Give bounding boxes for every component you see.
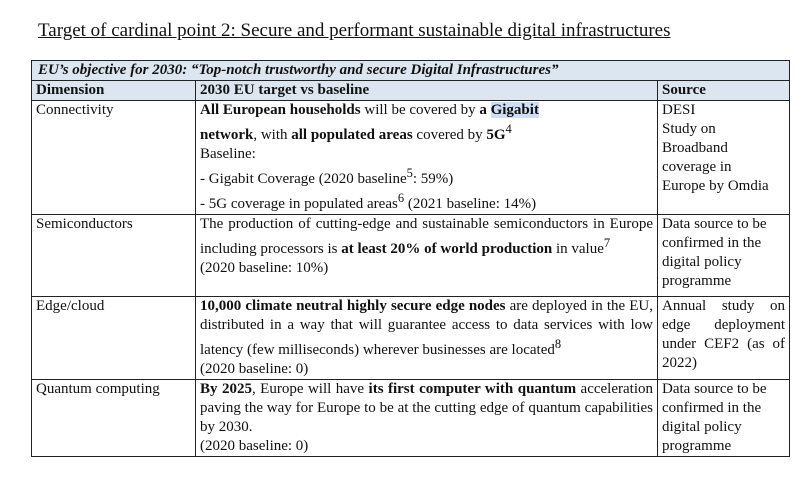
source-line: coverage in [662, 159, 732, 175]
baseline-line: : 59%) [412, 171, 454, 187]
dimension-cell: Semiconductors [31, 214, 196, 297]
footnote-ref: 7 [603, 236, 611, 250]
baseline-label: Baseline: [200, 146, 256, 162]
targets-table: EU’s objective for 2030: “Top-notch trus… [30, 60, 791, 457]
objective-heading: EU’s objective for 2030: “Top-notch trus… [30, 60, 791, 81]
source-line: programme [662, 438, 732, 454]
target-text: The production of cutting-edge and susta… [200, 216, 653, 257]
footnote-ref: 6 [397, 191, 405, 205]
target-text: , Europe will have [251, 381, 369, 397]
baseline-line: (2020 baseline: 0) [200, 438, 309, 454]
baseline-line: - Gigabit Coverage (2020 baseline [200, 171, 407, 187]
target-cell: The production of cutting-edge and susta… [195, 214, 658, 297]
table-row: Semiconductors The production of cutting… [31, 214, 791, 297]
target-bold: network [200, 127, 254, 143]
target-cell: By 2025, Europe will have its first comp… [195, 379, 658, 457]
baseline-line: - 5G coverage in populated areas [200, 196, 398, 212]
target-text: will be covered by [360, 102, 480, 118]
source-line: Data source to be [662, 216, 767, 232]
footnote-ref: 8 [554, 337, 562, 351]
target-bold: By 2025 [200, 381, 252, 397]
source-line: Study on [662, 121, 716, 137]
source-line: confirmed in the [662, 235, 762, 251]
table-row: Connectivity All European households wil… [31, 100, 791, 215]
source-cell: DESI Study on Broadband coverage in Euro… [656, 100, 791, 215]
header-source: Source [656, 80, 791, 101]
target-bold: a [479, 102, 491, 118]
target-bold: at least 20% of world production [341, 241, 553, 257]
table-row: Quantum computing By 2025, Europe will h… [31, 379, 791, 457]
dimension-cell: Edge/cloud [31, 296, 196, 380]
source-line: digital policy [662, 254, 742, 270]
source-cell: Data source to be confirmed in the digit… [656, 214, 791, 297]
target-text: in value [552, 241, 604, 257]
target-text: acceleration paving the way for Europe t… [200, 381, 653, 435]
target-cell: All European households will be covered … [195, 100, 658, 215]
target-bold: its first computer with quantum [368, 381, 577, 397]
dimension-cell: Quantum computing [31, 379, 196, 457]
target-text: covered by [412, 127, 487, 143]
source-cell: Annual study on edge deployment under CE… [656, 296, 791, 380]
target-bold: All European households [200, 102, 361, 118]
target-bold: 10,000 climate neutral highly secure edg… [200, 298, 506, 314]
target-bold: 5G [486, 127, 506, 143]
footnote-ref: 4 [505, 122, 512, 136]
source-cell: Data source to be confirmed in the digit… [656, 379, 791, 457]
baseline-line: (2020 baseline: 0) [200, 361, 309, 377]
dimension-cell: Connectivity [31, 100, 196, 215]
target-text: are deployed in the EU, distributed in a… [200, 298, 654, 358]
document-title: Target of cardinal point 2: Secure and p… [38, 20, 671, 41]
source-line: programme [662, 273, 732, 289]
target-bold: all populated areas [291, 127, 413, 143]
target-cell: 10,000 climate neutral highly secure edg… [195, 296, 658, 380]
source-line: Broadband [662, 140, 728, 156]
baseline-line: (2021 baseline: 14%) [404, 196, 537, 212]
source-line: confirmed in the [662, 400, 762, 416]
footnote-ref: 5 [406, 166, 413, 180]
baseline-line: (2020 baseline: 10%) [200, 260, 329, 276]
header-row: Dimension 2030 EU target vs baseline Sou… [31, 80, 791, 101]
header-dimension: Dimension [31, 80, 196, 101]
source-line: Europe by Omdia [662, 178, 769, 194]
table-row: Edge/cloud 10,000 climate neutral highly… [31, 296, 791, 380]
source-line: DESI [662, 102, 696, 118]
header-target: 2030 EU target vs baseline [195, 80, 658, 101]
source-line: Data source to be [662, 381, 767, 397]
target-highlight: Gigabit [490, 102, 539, 118]
target-text: , with [253, 127, 292, 143]
source-line: digital policy [662, 419, 742, 435]
objective-row: EU’s objective for 2030: “Top-notch trus… [30, 60, 791, 81]
